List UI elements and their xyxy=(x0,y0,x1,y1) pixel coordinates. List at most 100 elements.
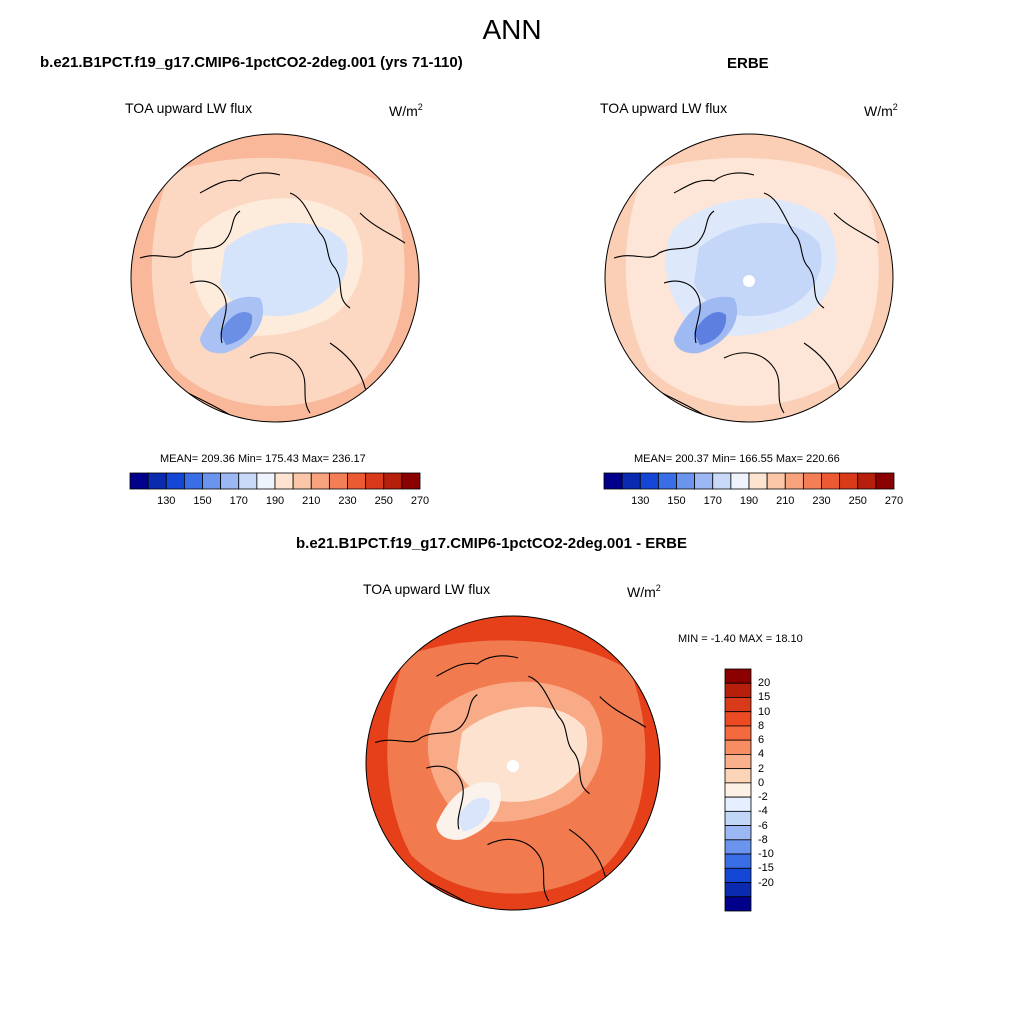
colorbar-tick-label: 230 xyxy=(338,495,357,507)
greenland-core xyxy=(220,312,253,345)
panel1-polar-map xyxy=(130,133,420,423)
panel1-units: W/m2 xyxy=(389,102,423,119)
coastline xyxy=(289,192,351,309)
colorbar-box xyxy=(328,472,348,490)
colorbar-box xyxy=(347,472,367,490)
colorbar-tick-label: -2 xyxy=(758,791,768,804)
colorbar-box xyxy=(657,472,677,490)
colorbar-tick-label: -20 xyxy=(758,876,774,889)
colorbar-tick-label: -10 xyxy=(758,848,774,861)
colorbar-tick-label: 4 xyxy=(758,748,765,761)
coastline xyxy=(487,838,550,902)
colorbar-box xyxy=(821,472,841,490)
panel1-variable-label: TOA upward LW flux xyxy=(125,100,253,116)
coastline xyxy=(613,210,715,259)
difference-stats: MIN = -1.40 MAX = 18.10 xyxy=(678,633,803,645)
colorbar-tick-label: 210 xyxy=(302,495,321,507)
colorbar-box xyxy=(603,472,623,490)
colorbar-box xyxy=(274,472,294,490)
colorbar-tick-label: 170 xyxy=(703,495,722,507)
colorbar-box xyxy=(621,472,641,490)
cold-region xyxy=(694,222,822,317)
colorbar-box xyxy=(784,472,804,490)
colorbar-tick-label: -4 xyxy=(758,805,768,818)
colorbar-box xyxy=(839,472,859,490)
map-boundary xyxy=(365,615,661,911)
colorbar-box xyxy=(724,796,752,812)
panel1-stats: MEAN= 209.36 Min= 175.43 Max= 236.17 xyxy=(160,453,366,465)
colorbar-tick-label: 0 xyxy=(758,776,765,789)
cold-region xyxy=(456,706,588,802)
colorbar-box xyxy=(220,472,240,490)
colorbar-box xyxy=(724,682,752,698)
difference-units: W/m2 xyxy=(627,583,661,600)
colorbar-box xyxy=(724,839,752,855)
colorbar-box xyxy=(724,668,752,684)
colorbar-tick-label: 270 xyxy=(410,495,430,507)
map-field xyxy=(131,134,419,422)
map-boundary xyxy=(130,133,420,423)
colorbar-box xyxy=(147,472,167,490)
panel2-title: ERBE xyxy=(727,55,769,72)
colorbar-box xyxy=(802,472,822,490)
colorbar-box xyxy=(724,739,752,755)
coastline xyxy=(249,352,311,414)
coastline xyxy=(359,212,406,244)
colorbar-box xyxy=(238,472,258,490)
colorbar-box xyxy=(292,472,312,490)
colorbar-box xyxy=(730,472,750,490)
colorbar-box xyxy=(724,725,752,741)
colorbar-tick-label: 190 xyxy=(265,495,285,507)
colorbar-box xyxy=(724,711,752,727)
colorbar-box xyxy=(383,472,403,490)
colorbar-tick-label: -8 xyxy=(758,833,768,846)
colorbar-box xyxy=(694,472,714,490)
panel2-colorbar xyxy=(603,472,895,490)
colorbar-box xyxy=(256,472,276,490)
colorbar-box xyxy=(724,896,752,912)
colorbar-tick-label: 6 xyxy=(758,734,765,747)
colorbar-tick-label: 190 xyxy=(739,495,759,507)
colorbar-box xyxy=(724,882,752,898)
colorbar-box xyxy=(724,697,752,713)
colorbar-box xyxy=(724,782,752,798)
colorbar-tick-label: -15 xyxy=(758,862,774,875)
colorbar-tick-label: 170 xyxy=(229,495,248,507)
colorbar-tick-label: 20 xyxy=(758,677,771,690)
coastline xyxy=(833,212,880,244)
colorbar-box xyxy=(724,810,752,826)
colorbar-box xyxy=(165,472,185,490)
coastline xyxy=(673,172,755,194)
panel2-units: W/m2 xyxy=(864,102,898,119)
coastline xyxy=(723,352,785,414)
colorbar-tick-label: 230 xyxy=(812,495,831,507)
missing-data-hole xyxy=(743,275,755,287)
colorbar-box xyxy=(724,754,752,770)
coastline xyxy=(763,192,825,309)
colorbar-box xyxy=(202,472,222,490)
colorbar-tick-label: 8 xyxy=(758,719,765,732)
colorbar-box xyxy=(183,472,203,490)
colorbar-box xyxy=(639,472,659,490)
panel2-variable-label: TOA upward LW flux xyxy=(600,100,728,116)
panel2-stats: MEAN= 200.37 Min= 166.55 Max= 220.66 xyxy=(634,453,840,465)
difference-polar-map xyxy=(365,615,661,911)
colorbar-tick-label: 250 xyxy=(374,495,393,507)
colorbar-tick-label: -6 xyxy=(758,819,768,832)
colorbar-tick-label: 270 xyxy=(884,495,904,507)
colorbar-box xyxy=(401,472,421,490)
colorbar-box xyxy=(724,825,752,841)
main-title: ANN xyxy=(482,14,542,45)
colorbar-box xyxy=(748,472,768,490)
coastline xyxy=(199,172,281,194)
colorbar-tick-label: 10 xyxy=(758,705,771,718)
colorbar-box xyxy=(310,472,330,490)
coastline xyxy=(528,675,590,795)
missing-data-hole xyxy=(506,759,520,773)
coastline xyxy=(663,280,701,344)
greenland-core xyxy=(456,797,490,832)
colorbar-box xyxy=(724,853,752,869)
coastline xyxy=(599,696,647,728)
colorbar-tick-label: 15 xyxy=(758,691,771,704)
panel1-colorbar xyxy=(129,472,421,490)
